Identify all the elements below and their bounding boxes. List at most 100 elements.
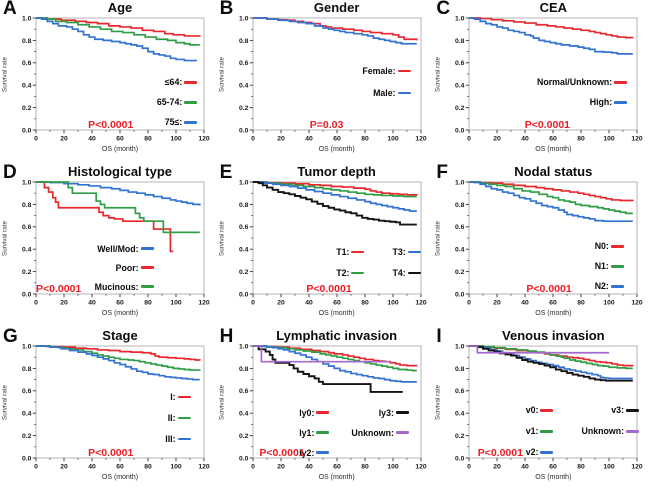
x-tick-label: 20 (277, 299, 285, 306)
legend-color-dash (140, 285, 154, 288)
legend: I: II: III: (165, 391, 191, 444)
p-value: P<0.0001 (88, 446, 134, 459)
legend-item: v0: (526, 405, 554, 415)
legend-color-dash (184, 121, 198, 124)
x-tick-label: 120 (198, 135, 210, 142)
legend-item-label: ly0: (299, 407, 315, 418)
y-tick-label: 1.0 (455, 15, 465, 22)
legend-item-label: I: (170, 391, 176, 402)
x-tick-label: 100 (604, 135, 616, 142)
legend-color-dash (395, 411, 409, 414)
x-tick-label: 80 (361, 299, 369, 306)
legend-item: ly2: (299, 448, 330, 458)
curve-ly1 (252, 345, 417, 372)
curve-ly2 (252, 345, 417, 383)
legend: v0: v3: v1: Unknown: v2: (526, 405, 639, 457)
legend-item-label: 65-74: (156, 97, 183, 108)
y-tick-label: 0.6 (239, 388, 249, 395)
x-tick-label: 0 (34, 463, 38, 470)
plot-area: 0 20 40 60 80 100 120 0.0 0.2 0.4 0.6 0.8 1.0 (455, 15, 643, 142)
legend-item: Well/Mod: (97, 243, 154, 254)
x-tick-label: 80 (578, 463, 586, 470)
panel-lymphatic-invasion: H Lymphatic invasion Survival rate 0 20 40… (217, 326, 434, 492)
x-tick-label: 20 (494, 463, 502, 470)
x-tick-label: 60 (116, 463, 124, 470)
x-tick-label: 60 (333, 463, 341, 470)
y-tick-label: 0.8 (455, 202, 465, 209)
legend-item-label: T3: (392, 246, 406, 257)
legend-color-dash (614, 81, 628, 84)
y-tick-label: 0.6 (22, 388, 32, 395)
plot-area: 0 20 40 60 80 100 120 0.0 0.2 0.4 0.6 0.8 1.0 (455, 343, 643, 470)
x-tick-label: 120 (198, 463, 210, 470)
y-tick-label: 0.6 (455, 224, 465, 231)
y-tick-label: 0.4 (455, 247, 465, 254)
legend-item-label: Male: (373, 88, 396, 99)
curve-v3 (469, 345, 634, 382)
legend-item-label: Well/Mod: (97, 243, 139, 254)
legend-item: Male: (373, 88, 411, 98)
y-tick-label: 0.4 (239, 411, 249, 418)
curve-Unknown (469, 345, 610, 354)
legend-item: 65-74: (156, 97, 198, 108)
x-tick-label: 80 (144, 463, 152, 470)
legend-color-dash (626, 430, 639, 433)
legend-color-dash (540, 430, 554, 433)
x-tick-label: 20 (60, 135, 68, 142)
curve-Unknown (252, 345, 390, 363)
legend-item-label: Unknown: (351, 427, 394, 438)
x-tick-label: 80 (578, 135, 586, 142)
y-tick-label: 1.0 (239, 15, 249, 22)
legend-item: T4: (392, 268, 421, 278)
legend-item: N2: (595, 281, 624, 291)
curve-65-74 (35, 17, 200, 46)
curve-T3 (252, 181, 417, 212)
curve-N2 (469, 181, 634, 223)
legend-item-label: T1: (336, 246, 350, 257)
panel-venous-invasion: I Venous invasion Survival rate 0 20 40 60 8… (433, 326, 650, 492)
legend-item-label: Unknown: (581, 426, 624, 437)
legend-color-dash (610, 245, 624, 248)
panel-title: Histological type (67, 164, 173, 179)
curve-T1 (252, 181, 418, 196)
y-tick-label: 0.6 (239, 224, 249, 231)
legend-color-dash (614, 101, 628, 104)
legend-item: High: (590, 97, 628, 107)
legend-color-dash (351, 271, 365, 275)
legend-item: II: (168, 413, 191, 423)
y-tick-label: 0.0 (239, 291, 249, 298)
legend-color-dash (184, 101, 198, 104)
x-tick-label: 40 (522, 463, 530, 470)
y-tick-label: 0.6 (455, 388, 465, 395)
legend-item: ly1: (299, 428, 330, 438)
x-tick-label: 80 (361, 135, 369, 142)
panel-stage: G Stage Survival rate 0 20 40 60 80 100 120 0.0… (0, 326, 217, 492)
panel-title: CEA (539, 0, 568, 15)
curve-Mucinous (35, 181, 200, 234)
y-tick-label: 1.0 (239, 343, 249, 350)
legend-color-dash (177, 416, 191, 420)
x-tick-label: 0 (467, 135, 471, 142)
x-tick-label: 100 (387, 299, 399, 306)
legend-item-label: T2: (336, 267, 350, 278)
legend-item-label: N1: (594, 261, 609, 272)
x-tick-label: 80 (144, 135, 152, 142)
y-tick-label: 0.0 (455, 455, 465, 462)
x-axis-label: OS (month) (101, 310, 139, 317)
y-tick-label: 0.2 (22, 269, 32, 276)
legend-color-dash (610, 265, 624, 268)
legend-color-dash (397, 91, 411, 95)
panel-letter: A (3, 0, 17, 19)
legend-item: ≤64: (165, 77, 198, 87)
x-tick-label: 20 (60, 299, 68, 306)
legend-item: Unknown: (351, 428, 409, 438)
x-tick-label: 100 (387, 135, 399, 142)
x-tick-label: 120 (198, 299, 210, 306)
legend-color-dash (540, 409, 554, 412)
curve-Poor (35, 181, 174, 253)
legend-color-dash (316, 431, 330, 434)
legend-color-dash (140, 266, 154, 269)
plot-area: 0 20 40 60 80 100 120 0.0 0.2 0.4 0.6 0.8 1.0 (22, 343, 210, 470)
legend-color-dash (316, 411, 330, 414)
x-tick-label: 60 (116, 135, 124, 142)
